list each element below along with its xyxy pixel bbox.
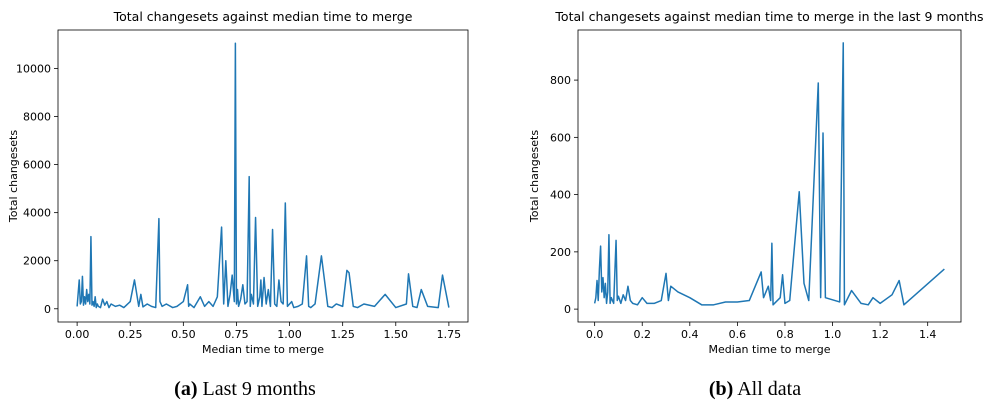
chart-b: Total changesets against median time to …	[528, 9, 984, 356]
chart-a-xtick-label: 1.50	[384, 328, 409, 341]
chart-a-xtick-label: 0.25	[118, 328, 143, 341]
chart-b-ytick-label: 400	[550, 189, 571, 202]
chart-a-title: Total changesets against median time to …	[113, 9, 413, 24]
chart-a-ytick-label: 10000	[16, 62, 51, 75]
chart-b-frame	[577, 29, 962, 323]
chart-a-ytick-label: 4000	[23, 207, 51, 220]
chart-a-ytick-label: 8000	[23, 111, 51, 124]
chart-a-xtick-label: 1.75	[437, 328, 462, 341]
chart-a-xlabel: Median time to merge	[202, 343, 324, 356]
chart-b-xtick-label: 1.0	[824, 328, 842, 341]
chart-b-xlabel: Median time to merge	[709, 343, 831, 356]
chart-a-xtick-label: 0.50	[171, 328, 196, 341]
caption-a-text: Last 9 months	[197, 378, 316, 400]
caption-a: (a) Last 9 months	[0, 378, 490, 401]
chart-b-ytick-label: 200	[550, 246, 571, 259]
chart-a-ytick-label: 6000	[23, 159, 51, 172]
chart-b-xtick-label: 0.2	[633, 328, 651, 341]
chart-b-xtick-label: 0.0	[586, 328, 604, 341]
chart-a-xtick-label: 1.25	[330, 328, 355, 341]
chart-a-ytick-label: 0	[44, 303, 51, 316]
chart-a: Total changesets against median time to …	[7, 9, 469, 356]
chart-a-frame	[57, 29, 469, 323]
chart-b-xtick-label: 0.8	[776, 328, 794, 341]
caption-b: (b) All data	[505, 378, 1005, 401]
caption-b-text: All data	[733, 378, 802, 400]
chart-a-ylabel: Total changesets	[7, 130, 20, 223]
chart-b-series-line	[593, 42, 945, 306]
chart-b-ytick-label: 0	[564, 303, 571, 316]
chart-b-title: Total changesets against median time to …	[554, 9, 983, 24]
chart-b-ytick-label: 800	[550, 74, 571, 87]
chart-b-xtick-label: 0.4	[681, 328, 699, 341]
chart-a-xtick-label: 0.75	[224, 328, 249, 341]
chart-a-xtick-label: 1.00	[277, 328, 302, 341]
chart-a-series-line	[76, 42, 450, 309]
chart-b-ytick-label: 600	[550, 131, 571, 144]
chart-a-ytick-label: 2000	[23, 255, 51, 268]
chart-b-xtick-label: 0.6	[729, 328, 747, 341]
chart-b-xtick-label: 1.2	[871, 328, 889, 341]
chart-b-ylabel: Total changesets	[528, 130, 541, 223]
chart-a-xtick-label: 0.00	[65, 328, 90, 341]
caption-a-label: (a)	[174, 378, 198, 400]
chart-b-xtick-label: 1.4	[919, 328, 937, 341]
caption-b-label: (b)	[708, 378, 734, 400]
